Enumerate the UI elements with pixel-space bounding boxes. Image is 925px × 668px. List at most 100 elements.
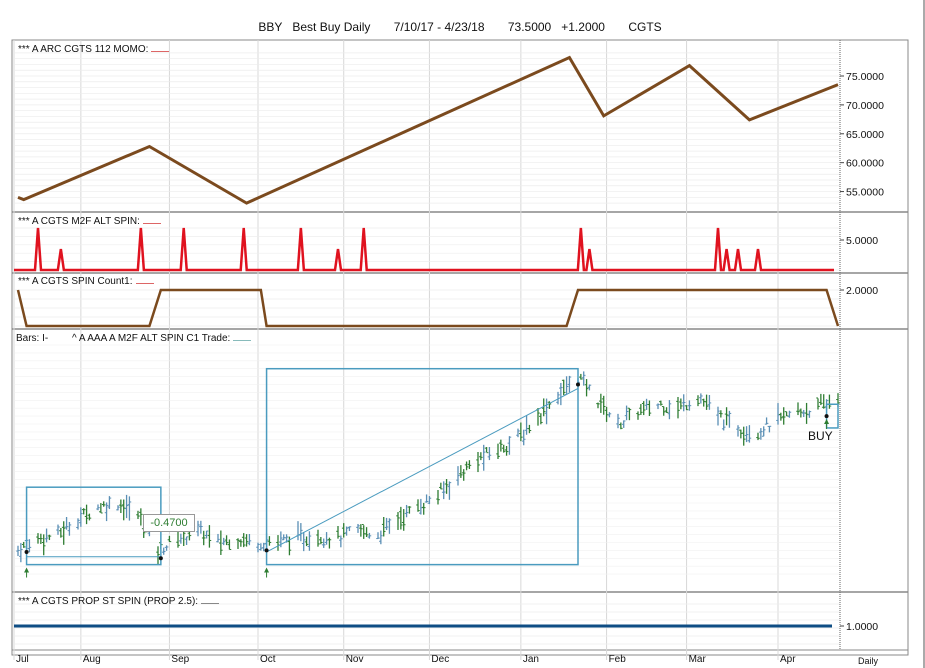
price-bar [596,402,600,409]
price-bar [636,411,640,420]
price-bar [67,521,72,536]
price-bar [424,494,429,503]
x-tick-label: Feb [609,654,627,665]
price-bar [399,506,403,530]
prop-panel: 1.0000 [14,603,878,645]
price-bar [27,539,32,553]
price-bar [107,496,112,510]
date-range: 7/10/17 - 4/23/18 [393,20,485,34]
price-bar [64,517,69,530]
price-bar [461,469,466,481]
price-bar [579,373,583,380]
price-bar [199,520,203,534]
momo-title: *** A ARC CGTS 112 MOMO: [18,44,170,55]
price-bar [479,452,483,461]
price-bar [496,443,500,459]
price-bar [436,490,440,505]
price-bar [336,525,340,539]
price-bar [407,506,412,514]
price-bar [639,404,643,415]
price-bar [599,393,603,413]
price-bar [401,509,406,531]
y-tick-label: 75.0000 [846,71,884,83]
bars-label: Bars: I- [16,333,49,344]
price-bar [327,537,332,549]
price-bar [387,518,392,534]
price-bar [344,526,349,536]
price-bar [216,533,220,543]
price-bar [581,371,586,386]
price-bar [41,534,46,556]
price-bar [316,529,320,547]
price-bar [539,413,543,425]
price-bar [404,504,409,518]
axes: Jul Aug Sep Oct Nov Dec Jan Feb Mar Apr [16,40,841,665]
x-tick-label: Aug [83,654,101,665]
trade-title: ^ A AAA A M2F ALT SPIN C1 Trade: [72,333,252,344]
chart-header: BBY Best Buy Daily 7/10/17 - 4/23/18 73.… [12,14,908,40]
price-bar [719,410,723,418]
price-bar [119,499,123,514]
interval-label[interactable]: Daily [858,656,879,666]
price-bar [96,504,100,511]
price-bar [359,524,363,537]
symbol: BBY [258,20,283,34]
price-bar [376,532,380,540]
price-bar [799,408,803,418]
price-bar [79,507,83,527]
price-bar [747,425,752,443]
x-tick-label: Sep [171,654,189,665]
price-bar [744,426,749,443]
price-bar [516,428,520,438]
price-bar [519,422,523,442]
price-bar [236,538,240,549]
trade-marker [24,549,29,554]
price-bar [47,534,52,541]
price-bar [139,508,143,526]
price-bar [56,524,60,535]
price-bar [787,410,792,418]
price-bar [681,394,686,412]
price-bar [219,530,223,555]
price-bar [441,481,446,500]
price-bar [84,504,89,525]
price-bar [804,402,809,424]
price-bar [676,396,680,419]
price-bar [244,534,249,547]
price-bar [201,530,206,546]
price-change: +1.2000 [561,20,605,34]
x-tick-label: Oct [260,654,276,665]
momo-panel: 75.0000 70.0000 65.0000 60.0000 55.0000 [14,52,884,205]
price-bar [307,531,312,551]
price-bar [741,426,746,446]
x-tick-label: Nov [346,654,364,665]
price-bar [444,479,449,494]
price-bar [439,482,443,490]
price-bar [481,444,486,471]
price-bar [487,446,492,461]
price-bar [507,436,512,455]
price-bar [807,410,812,418]
x-tick-label: Jul [16,654,29,665]
spin-title: *** A CGTS M2F ALT SPIN: [18,216,161,227]
trade-box-2 [265,367,579,566]
spin-panel: 5.0000 [14,227,878,272]
price-bar [761,426,766,437]
price-bar [684,405,689,411]
count-title: *** A CGTS SPIN Count1: [18,276,154,287]
price-bar [664,407,669,413]
y-tick-label: 65.0000 [846,129,884,141]
price-bar [716,406,720,426]
entry-arrow [824,419,830,424]
price-bar [304,536,309,547]
price-bar [99,503,103,514]
y-tick-label: 1.0000 [846,621,878,633]
price-bar [44,528,49,543]
price-bar [687,400,692,411]
y-tick-label: 5.0000 [846,235,878,247]
price-bar [156,546,160,565]
price-bar [467,460,472,470]
price-bar [116,505,120,511]
last-price: 73.5000 [507,20,552,34]
